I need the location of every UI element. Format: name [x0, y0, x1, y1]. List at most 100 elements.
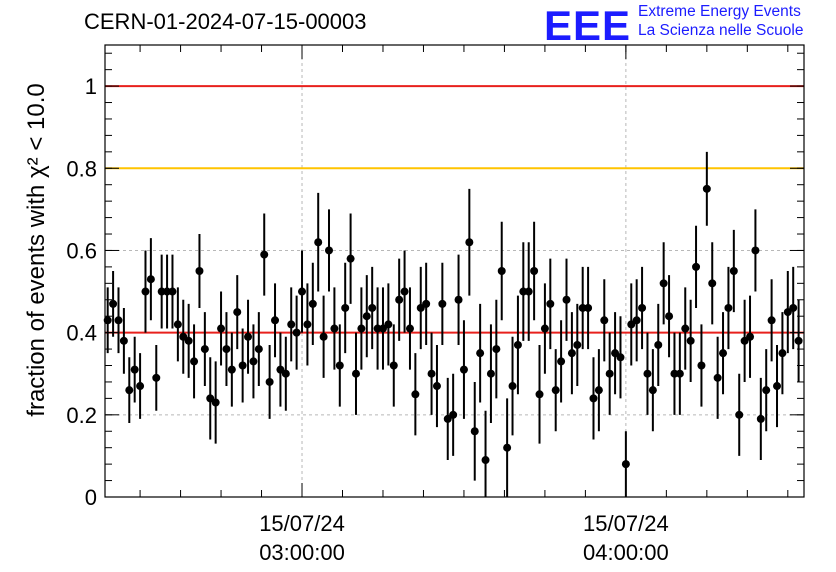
x-tick-date-label: 15/07/24: [259, 511, 345, 536]
data-point: [746, 295, 755, 378]
marker: [211, 398, 220, 407]
data-point: [470, 381, 479, 481]
axis-ticks: 0 0.2 0.4 0.6 0.8 1 15/07/24 03:00:00 15/07/24 04…: [66, 45, 804, 565]
data-point: [611, 312, 620, 395]
marker: [341, 303, 350, 312]
data-point: [767, 279, 776, 362]
data-point: [362, 275, 371, 358]
data-point: [244, 299, 253, 374]
data-point: [325, 209, 334, 292]
marker: [562, 295, 571, 304]
data-point: [411, 353, 420, 436]
marker: [546, 299, 555, 308]
marker: [789, 303, 798, 312]
data-point: [562, 258, 571, 341]
marker: [702, 184, 711, 193]
marker: [114, 316, 123, 325]
data-point: [217, 291, 226, 366]
marker: [524, 287, 533, 296]
data-point: [357, 287, 366, 370]
data-point: [530, 221, 539, 321]
data-point: [794, 299, 803, 382]
marker: [351, 369, 360, 378]
marker: [465, 238, 474, 247]
data-point: [594, 349, 603, 432]
marker: [686, 336, 695, 345]
data-point: [281, 336, 290, 411]
marker: [400, 287, 409, 296]
data-point: [335, 324, 344, 407]
data-point: [524, 242, 533, 341]
marker: [222, 345, 231, 354]
data-point: [400, 250, 409, 333]
marker: [503, 443, 512, 452]
marker: [335, 361, 344, 370]
data-point: [589, 357, 598, 440]
marker: [195, 267, 204, 275]
data-point: [173, 287, 182, 362]
marker: [778, 349, 787, 358]
marker: [303, 320, 312, 329]
data-point: [692, 225, 701, 308]
marker: [292, 328, 301, 337]
marker: [330, 324, 339, 333]
data-point: [184, 303, 193, 378]
marker: [125, 386, 134, 395]
marker: [638, 303, 647, 312]
marker: [384, 320, 393, 329]
marker: [422, 299, 431, 308]
data-point: [384, 283, 393, 366]
data-point: [513, 295, 522, 395]
marker: [729, 267, 738, 275]
data-point: [605, 332, 614, 415]
marker: [589, 394, 598, 403]
data-point: [141, 250, 150, 333]
y-tick-label: 0.8: [66, 156, 97, 181]
marker: [254, 345, 263, 354]
data-points: [103, 151, 803, 497]
marker: [308, 299, 317, 308]
x-tick-date-label: 15/07/24: [583, 511, 669, 536]
data-point: [227, 332, 236, 407]
org-line-2: La Scienza nelle Scuole: [638, 22, 804, 39]
data-point: [395, 258, 404, 341]
y-tick-label: 1: [85, 74, 97, 99]
marker: [697, 361, 706, 370]
marker: [492, 345, 501, 354]
marker: [389, 361, 398, 370]
data-point: [233, 275, 242, 350]
data-point: [146, 238, 155, 321]
marker: [616, 353, 625, 362]
x-tick-time-label: 03:00:00: [259, 540, 345, 565]
data-point: [346, 213, 355, 304]
data-point: [195, 234, 204, 308]
marker: [146, 275, 155, 284]
data-point: [249, 324, 258, 399]
marker: [103, 316, 112, 325]
data-point: [665, 275, 674, 358]
data-point: [638, 266, 647, 350]
data-point: [756, 377, 765, 461]
data-point: [697, 324, 706, 407]
data-point: [438, 262, 447, 345]
data-point: [238, 328, 247, 403]
marker: [540, 324, 549, 333]
data-point: [773, 344, 782, 428]
data-point: [535, 344, 544, 444]
marker: [713, 373, 722, 382]
marker: [449, 410, 458, 419]
marker: [665, 312, 674, 321]
data-point: [292, 295, 301, 370]
marker: [184, 336, 193, 345]
marker: [319, 332, 328, 341]
data-point: [211, 361, 220, 444]
marker: [141, 287, 150, 296]
data-point: [713, 336, 722, 419]
marker: [168, 287, 177, 296]
y-axis-label: fraction of events with χ² < 10.0: [23, 83, 50, 416]
data-point: [179, 299, 188, 374]
data-point: [783, 271, 792, 354]
marker: [724, 303, 733, 312]
data-point: [476, 303, 485, 403]
marker: [119, 336, 128, 345]
